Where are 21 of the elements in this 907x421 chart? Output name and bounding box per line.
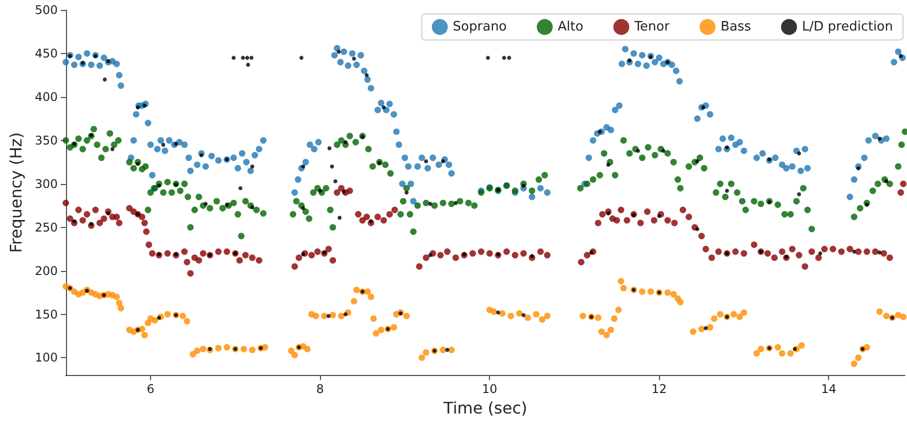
y-axis-title: Frequency (Hz) <box>6 132 26 253</box>
legend-label: Tenor <box>633 20 670 34</box>
x-tick-label: 12 <box>652 382 667 396</box>
x-tick-label: 6 <box>146 382 154 396</box>
y-tick-label: 250 <box>34 220 58 234</box>
x-tick-label: 10 <box>482 382 498 396</box>
x-tick-label: 8 <box>316 382 324 396</box>
y-tick-label: 500 <box>34 3 58 17</box>
legend-label: Alto <box>558 20 584 34</box>
x-axis-title: Time (sec) <box>442 398 528 418</box>
legend-label: Bass <box>720 20 752 34</box>
y-tick-label: 450 <box>34 46 58 60</box>
y-tick-label: 400 <box>34 90 58 104</box>
y-tick-label: 100 <box>34 350 58 365</box>
y-tick-label: 200 <box>34 264 58 278</box>
legend-label: Soprano <box>452 20 507 34</box>
x-tick-label: 14 <box>821 382 836 396</box>
y-tick-label: 350 <box>34 133 58 148</box>
y-tick-label: 150 <box>34 307 58 322</box>
legend-label: L/D prediction <box>802 20 894 34</box>
y-tick-label: 300 <box>34 176 58 191</box>
